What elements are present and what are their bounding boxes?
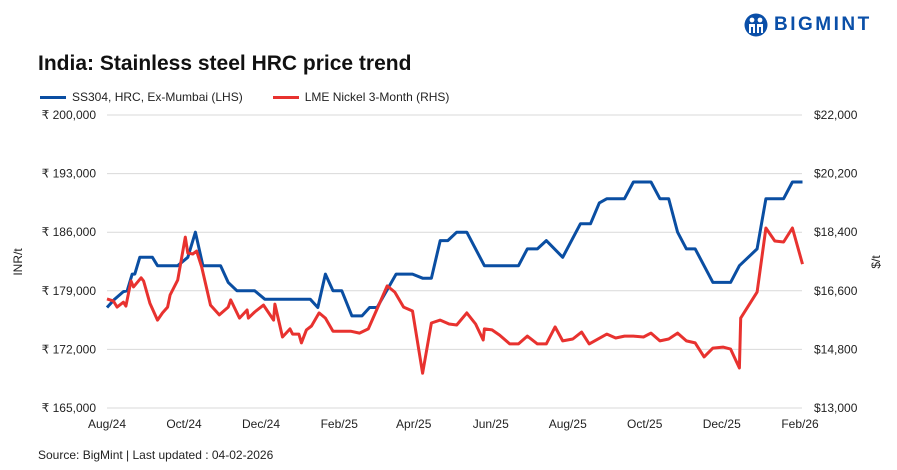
legend: SS304, HRC, Ex-Mumbai (LHS) LME Nickel 3… [40,90,479,104]
y-tick-right: $18,400 [814,225,858,239]
y-tick-left: ₹ 186,000 [42,225,97,239]
y-tick-right: $14,800 [814,342,858,356]
y-tick-left: ₹ 193,000 [42,167,97,181]
y-tick-right: $22,000 [814,108,858,122]
legend-item-ss304: SS304, HRC, Ex-Mumbai (LHS) [40,90,243,104]
legend-swatch [40,95,66,99]
legend-label: LME Nickel 3-Month (RHS) [304,90,450,104]
y-tick-right: $20,200 [814,167,858,181]
x-tick: Apr/25 [396,417,432,431]
series-line-lme-nickel [106,226,804,375]
legend-item-lme-nickel: LME Nickel 3-Month (RHS) [272,90,450,104]
x-tick: Feb/25 [321,417,359,431]
y-tick-right: $16,600 [814,284,858,298]
source-note: Source: BigMint | Last updated : 04-02-2… [38,448,274,462]
x-tick: Aug/24 [88,417,126,431]
series-line-ss304 [105,180,803,318]
y-axis-label-left: INR/t [11,248,25,276]
chart-title: India: Stainless steel HRC price trend [38,52,412,75]
legend-swatch [272,95,299,99]
x-tick: Aug/25 [549,417,587,431]
bigmint-logo: BIGMINT [744,13,872,37]
x-tick: Oct/24 [166,417,202,431]
logo-people-icon [744,13,768,37]
y-tick-left: ₹ 179,000 [42,284,97,298]
y-tick-left: ₹ 165,000 [42,401,97,415]
y-tick-left: ₹ 172,000 [42,342,97,356]
y-tick-left: ₹ 200,000 [42,108,97,122]
logo-text: BIGMINT [774,14,872,35]
x-tick: Dec/24 [242,417,280,431]
y-axis-label-right: $/t [869,255,883,269]
x-tick: Feb/26 [781,417,819,431]
x-tick: Oct/25 [627,417,663,431]
x-tick: Dec/25 [703,417,741,431]
y-tick-right: $13,000 [814,401,858,415]
x-tick: Jun/25 [473,417,509,431]
legend-label: SS304, HRC, Ex-Mumbai (LHS) [72,90,243,104]
